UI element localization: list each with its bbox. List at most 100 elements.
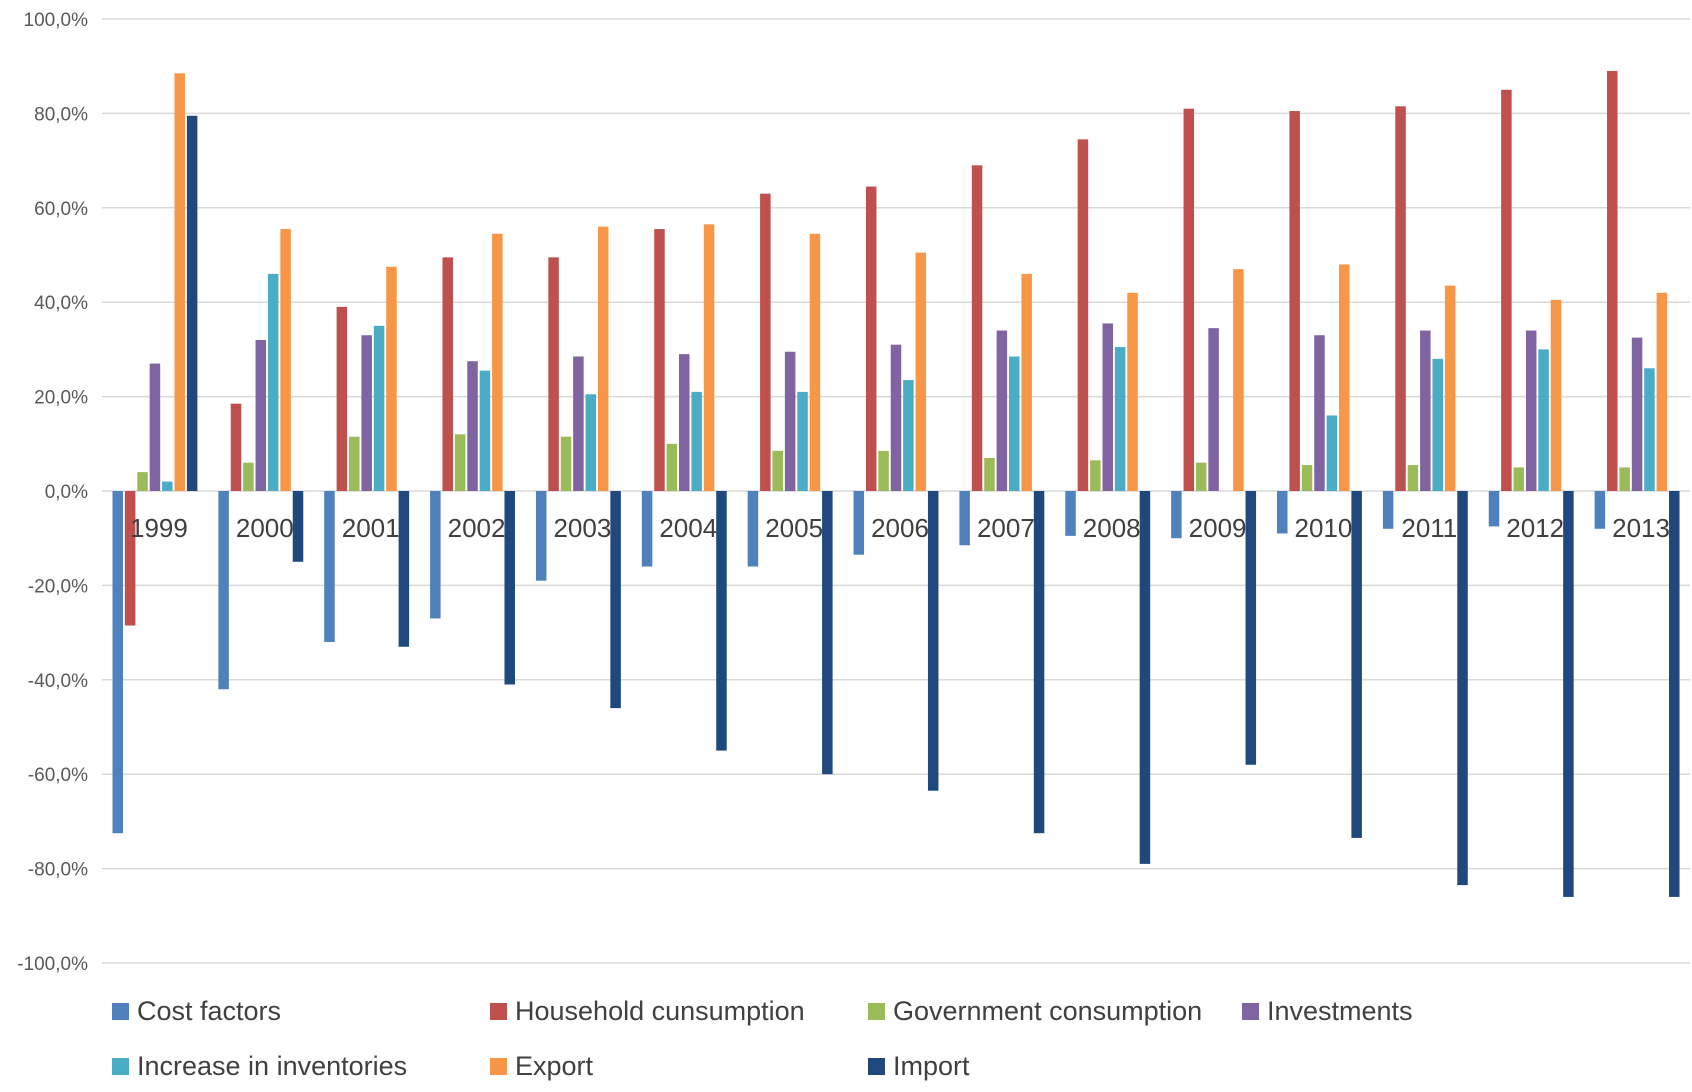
legend-swatch [112,1058,129,1075]
bar-export-2010 [1339,264,1350,491]
bar-household-cunsumption-2011 [1395,106,1406,491]
legend-swatch [868,1058,885,1075]
x-tick-label: 2002 [448,513,506,543]
x-tick-label: 2004 [659,513,717,543]
x-tick-label: 2013 [1612,513,1670,543]
bar-import-2000 [292,491,304,562]
bar-government-consumption-2010 [1301,465,1313,491]
legend-item: Import [868,1051,970,1081]
y-axis-tick-labels: 100,0% 80,0% 60,0% 40,0% 20,0% 0,0% -20,0% -40,… [17,10,88,975]
bar-government-consumption-2012 [1513,467,1525,491]
bar-government-consumption-2009 [1195,462,1207,491]
bar-investments-2010 [1314,335,1325,491]
bar-investments-2000 [255,339,267,491]
bar-export-2011 [1444,285,1456,491]
y-tick-label: 0,0% [45,482,88,503]
x-tick-label: 2011 [1401,513,1457,543]
bar-import-2005 [822,491,833,775]
bar-increase-in-inventories-2008 [1114,347,1126,491]
y-tick-label: 80,0% [34,104,88,125]
bar-cost-factors-2002 [430,491,441,619]
bar-increase-in-inventories-2012 [1538,349,1549,491]
bar-import-2006 [927,491,939,791]
y-tick-label: 100,0% [24,10,89,31]
bar-export-2008 [1127,292,1138,491]
bar-increase-in-inventories-2013 [1644,368,1655,491]
bar-increase-in-inventories-2005 [797,391,808,491]
bar-government-consumption-2000 [243,462,254,491]
bar-investments-2008 [1102,323,1113,491]
bar-import-2011 [1457,491,1468,886]
bar-investments-2004 [679,354,690,491]
bar-household-cunsumption-2010 [1289,111,1300,491]
bar-export-2000 [280,229,291,492]
y-tick-label: 60,0% [34,199,88,220]
bar-export-2001 [386,266,397,491]
bar-investments-2011 [1420,330,1431,491]
bar-import-2001 [398,491,410,647]
y-tick-label: 40,0% [34,293,88,314]
bar-increase-in-inventories-2007 [1009,356,1020,491]
legend-item: Cost factors [112,996,281,1026]
bar-increase-in-inventories-2004 [691,391,702,491]
bar-investments-2001 [361,335,372,491]
bar-cost-factors-2003 [535,491,547,581]
bar-series [112,70,1680,897]
bar-household-cunsumption-2009 [1183,108,1195,492]
x-tick-label: 2005 [765,513,823,543]
bar-cost-factors-2013 [1594,491,1606,529]
bar-investments-2013 [1631,337,1643,491]
bar-household-cunsumption-2008 [1077,139,1089,492]
legend-label: Export [515,1051,594,1081]
x-tick-label: 2008 [1083,513,1141,543]
bar-government-consumption-2005 [772,450,783,491]
bar-household-cunsumption-1999 [124,491,136,626]
bar-government-consumption-2004 [666,443,678,491]
bar-import-2010 [1351,491,1362,838]
bar-export-2009 [1233,269,1244,491]
bar-cost-factors-2010 [1277,491,1288,534]
bar-export-2005 [809,233,821,491]
bar-household-cunsumption-2002 [442,257,453,491]
bar-household-cunsumption-2012 [1501,89,1512,492]
bar-investments-1999 [149,363,161,491]
bar-increase-in-inventories-1999 [162,481,173,491]
bar-investments-2012 [1525,330,1537,491]
bar-increase-in-inventories-2003 [585,394,597,491]
bar-increase-in-inventories-2006 [903,380,914,491]
bar-import-2008 [1139,491,1151,864]
bar-cost-factors-2001 [324,491,335,643]
bar-import-2007 [1033,491,1045,834]
bar-cost-factors-2012 [1488,491,1500,527]
bar-cost-factors-2006 [853,491,865,555]
legend-label: Government consumption [893,996,1202,1026]
bar-export-2002 [492,233,503,491]
bar-import-2004 [716,491,727,751]
bar-cost-factors-2004 [641,491,653,567]
bar-export-2013 [1656,292,1668,491]
bar-government-consumption-2007 [984,457,995,491]
x-axis-tick-labels: 1999 2000 2001 2002 2003 2004 2005 2006 2007 2008… [130,513,1670,543]
legend-item: Increase in inventories [112,1051,407,1081]
bar-government-consumption-2001 [349,436,360,491]
bar-investments-2002 [467,361,478,491]
x-tick-label: 2010 [1295,513,1353,543]
x-tick-label: 2007 [977,513,1035,543]
bar-government-consumption-2002 [454,434,466,491]
x-tick-label: 2009 [1189,513,1247,543]
bar-cost-factors-1999 [112,491,123,834]
x-tick-label: 2012 [1506,513,1564,543]
bar-investments-2003 [573,356,584,491]
bar-export-1999 [174,73,185,491]
legend-swatch [1242,1003,1259,1020]
bar-household-cunsumption-2007 [971,165,983,491]
legend-label: Import [893,1051,970,1081]
x-tick-label: 1999 [130,513,188,543]
legend-label: Cost factors [137,996,281,1026]
legend-swatch [490,1058,507,1075]
legend-item: Investments [1242,996,1413,1026]
bar-export-2012 [1550,299,1562,491]
y-tick-label: -100,0% [17,954,88,975]
bar-investments-2006 [890,344,902,491]
